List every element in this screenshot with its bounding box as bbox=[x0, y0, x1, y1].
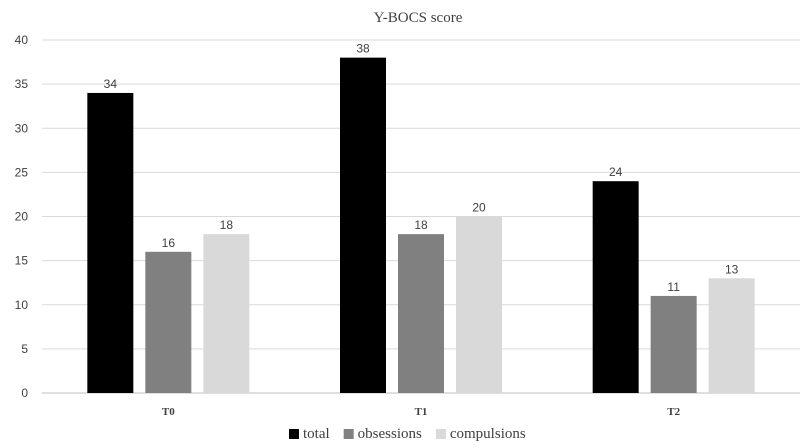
bar-compulsions-t1 bbox=[456, 216, 502, 393]
bar-compulsions-t0 bbox=[203, 234, 250, 393]
x-tick-label: T2 bbox=[667, 406, 680, 418]
chart-title: Y-BOCS score bbox=[374, 10, 463, 26]
bar-obsessions-t1 bbox=[398, 234, 444, 393]
data-label: 18 bbox=[220, 218, 234, 232]
x-tick-label: T0 bbox=[162, 406, 175, 418]
data-label: 16 bbox=[162, 236, 176, 250]
data-label: 20 bbox=[472, 201, 486, 215]
data-label: 34 bbox=[104, 77, 118, 91]
bar-total-t1 bbox=[340, 57, 386, 394]
y-tick-label: 25 bbox=[15, 165, 29, 179]
legend-label: compulsions bbox=[450, 426, 526, 442]
legend-swatch-obsessions bbox=[343, 429, 354, 439]
bar-total-t2 bbox=[592, 181, 639, 393]
data-label: 11 bbox=[667, 280, 680, 294]
data-label: 13 bbox=[725, 262, 739, 276]
data-label: 18 bbox=[414, 218, 428, 232]
bars bbox=[87, 57, 755, 394]
data-label: 24 bbox=[609, 165, 623, 179]
y-tick-label: 5 bbox=[21, 342, 28, 356]
legend-label: obsessions bbox=[358, 426, 422, 442]
x-tick-label: T1 bbox=[415, 406, 428, 418]
bar-obsessions-t0 bbox=[145, 251, 192, 393]
data-labels: 34 16 18 38 18 20 24 11 13 bbox=[104, 42, 739, 294]
legend-swatch-total bbox=[289, 429, 299, 439]
y-tick-label: 20 bbox=[15, 210, 29, 224]
bar-compulsions-t2 bbox=[708, 278, 755, 393]
y-tick-label: 35 bbox=[15, 77, 29, 91]
bar-total-t0 bbox=[87, 92, 134, 393]
legend-swatch-compulsions bbox=[435, 429, 446, 439]
y-tick-label: 30 bbox=[15, 121, 29, 135]
y-tick-label: 10 bbox=[15, 298, 29, 312]
legend-label: total bbox=[303, 426, 330, 442]
data-label: 38 bbox=[356, 42, 370, 56]
y-tick-label: 40 bbox=[15, 33, 29, 47]
y-tick-label: 0 bbox=[21, 386, 28, 400]
legend: total obsessions compulsions bbox=[289, 426, 526, 442]
bar-obsessions-t2 bbox=[650, 295, 697, 393]
y-tick-label: 15 bbox=[15, 254, 29, 268]
y-axis-ticks: 0 5 10 15 20 25 30 35 40 bbox=[15, 33, 29, 400]
x-axis-categories: T0 T1 T2 bbox=[162, 406, 681, 418]
